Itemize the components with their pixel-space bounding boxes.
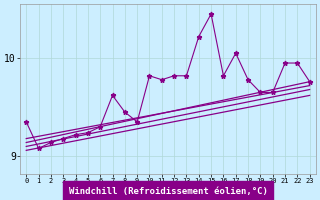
X-axis label: Windchill (Refroidissement éolien,°C): Windchill (Refroidissement éolien,°C) bbox=[68, 187, 268, 196]
